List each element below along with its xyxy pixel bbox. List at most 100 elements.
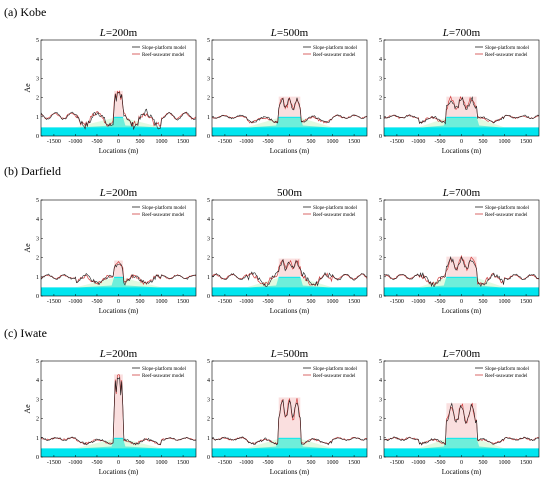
panel-title: L=200m [99, 27, 138, 39]
y-tick-label: 5 [207, 359, 210, 365]
panel-title-suffix: 500m [277, 187, 303, 199]
x-tick-label: 500 [136, 299, 145, 305]
x-tick-label: 1000 [499, 460, 511, 466]
x-tick-label: 1500 [348, 299, 360, 305]
x-tick-label: 500 [479, 299, 488, 305]
plot-area [384, 254, 539, 296]
panel-title: L=700m [442, 348, 481, 360]
x-tick-label: 0 [288, 299, 291, 305]
y-tick-label: 4 [207, 378, 210, 384]
panel-title-suffix: =200m [106, 187, 138, 199]
y-tick-label: 5 [36, 38, 39, 44]
x-tick-label: -1500 [47, 460, 61, 466]
y-tick-label: 4 [36, 57, 39, 63]
y-tick-label: 1 [207, 275, 210, 281]
x-tick-label: -500 [262, 139, 273, 145]
x-tick-label: 1500 [177, 460, 189, 466]
panel-title-suffix: =700m [449, 27, 481, 39]
x-tick-label: -500 [434, 139, 445, 145]
panel-title-suffix: =200m [106, 27, 138, 39]
x-tick-label: 0 [460, 299, 463, 305]
x-tick-label: -500 [434, 460, 445, 466]
platform-band [114, 374, 123, 438]
x-axis-label: Locations (m) [99, 307, 139, 315]
x-axis-label: Locations (m) [442, 468, 482, 476]
x-axis-label: Locations (m) [442, 147, 482, 155]
panel-title-prefix: L [442, 348, 449, 360]
legend-label: Reef-seawater model [485, 53, 528, 58]
y-axis-label: Ae [23, 404, 32, 414]
legend-label: Reef-seawater model [142, 374, 185, 379]
y-tick-label: 3 [36, 397, 39, 403]
platform-band [278, 96, 301, 117]
x-tick-label: -500 [91, 139, 102, 145]
y-tick-label: 3 [379, 76, 382, 82]
y-tick-label: 0 [207, 455, 210, 461]
x-tick-label: 1500 [177, 299, 189, 305]
y-tick-label: 2 [379, 417, 382, 423]
x-tick-label: -500 [91, 460, 102, 466]
x-tick-label: -1500 [218, 299, 232, 305]
y-tick-label: 0 [207, 294, 210, 300]
legend-label: Reef-seawater model [313, 213, 356, 218]
y-tick-label: 3 [36, 236, 39, 242]
x-tick-label: -1000 [411, 139, 425, 145]
y-tick-label: 2 [207, 96, 210, 102]
y-tick-label: 3 [379, 397, 382, 403]
y-tick-label: 1 [379, 436, 382, 442]
chart-panel: L=200m 0 1 2 3 4 5 -1500 -1000 -500 0 500 1000 1500 Lo… [23, 187, 197, 315]
series-slope-line [41, 263, 196, 286]
legend-label: Reef-seawater model [485, 213, 528, 218]
y-axis-label: Ae [23, 243, 32, 253]
x-tick-label: -1000 [68, 299, 82, 305]
plot-area [384, 402, 539, 457]
panel-title: L=200m [99, 348, 138, 360]
y-tick-label: 1 [36, 115, 39, 121]
x-tick-label: 0 [460, 139, 463, 145]
x-tick-label: 1000 [327, 299, 339, 305]
panel-title-prefix: L [442, 27, 449, 39]
x-tick-label: 0 [117, 139, 120, 145]
plot-area [41, 374, 196, 457]
x-tick-label: -500 [434, 299, 445, 305]
plot-area [212, 258, 367, 296]
x-tick-label: -500 [262, 460, 273, 466]
y-tick-label: 0 [379, 134, 382, 140]
slope-region [246, 117, 333, 128]
chart-panel: L=700m 0 1 2 3 4 5 -1500 -1000 -500 0 500 1000 1500 Lo… [379, 187, 540, 315]
x-tick-label: -1000 [411, 460, 425, 466]
x-tick-label: 0 [460, 460, 463, 466]
x-tick-label: 0 [288, 139, 291, 145]
series-reef-line [212, 397, 367, 445]
y-tick-label: 5 [207, 38, 210, 44]
panel-title: L=700m [442, 187, 481, 199]
y-tick-label: 4 [207, 217, 210, 223]
panel-title-suffix: =500m [277, 348, 309, 360]
panel-title: L=200m [99, 187, 138, 199]
y-tick-label: 2 [379, 96, 382, 102]
x-tick-label: -1000 [68, 460, 82, 466]
series-slope-line [212, 258, 367, 287]
y-axis-label: Ae [23, 83, 32, 93]
legend-label: Slope-platform model [142, 206, 187, 211]
y-tick-label: 4 [379, 217, 382, 223]
x-tick-label: 1000 [499, 299, 511, 305]
plot-area [41, 90, 196, 136]
x-tick-label: 1000 [327, 460, 339, 466]
chart-panel: L=200m 0 1 2 3 4 5 -1500 -1000 -500 0 500 1000 1500 Lo… [23, 348, 197, 476]
y-tick-label: 3 [207, 397, 210, 403]
y-tick-label: 1 [207, 436, 210, 442]
series-slope-line [384, 256, 539, 288]
legend-label: Reef-seawater model [313, 53, 356, 58]
x-tick-label: 500 [307, 460, 316, 466]
x-tick-label: 1000 [156, 139, 168, 145]
y-tick-label: 2 [379, 256, 382, 262]
slope-region [418, 117, 505, 128]
x-tick-label: 1000 [156, 299, 168, 305]
y-tick-label: 2 [207, 417, 210, 423]
x-tick-label: 1500 [520, 139, 532, 145]
chart-panel: L=700m 0 1 2 3 4 5 -1500 -1000 -500 0 500 1000 1500 Lo… [379, 27, 540, 155]
row-title: (a) Kobe [4, 5, 46, 19]
panel-title: L=700m [442, 27, 481, 39]
x-tick-label: -1000 [411, 299, 425, 305]
